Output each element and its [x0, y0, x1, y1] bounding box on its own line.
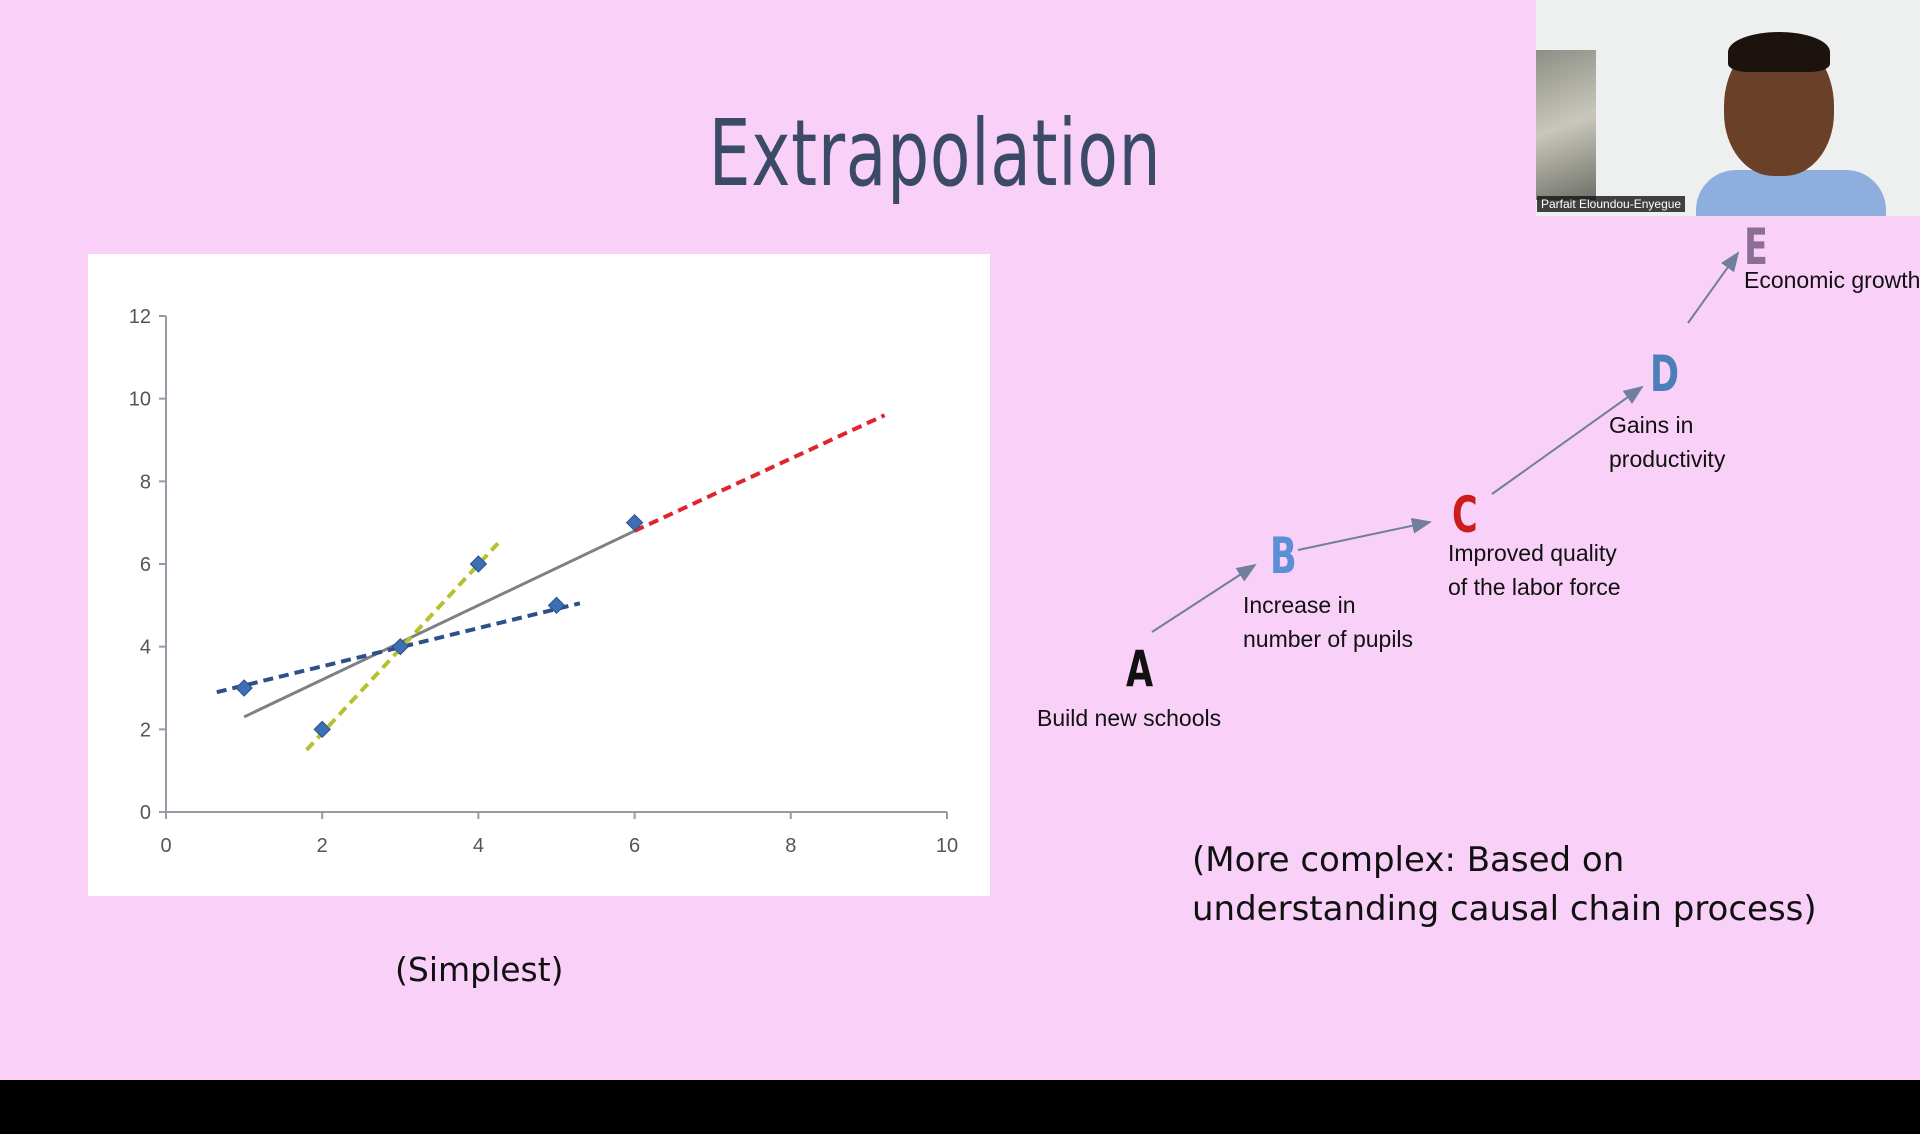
- node-c-label-line-2: of the labor force: [1448, 574, 1621, 600]
- node-e-label: Economic growth: [1744, 263, 1920, 297]
- node-c-label-line-1: Improved quality: [1448, 540, 1617, 566]
- x-tick-label: 10: [936, 835, 958, 857]
- node-d-letter: D: [1650, 345, 1680, 403]
- complex-caption-line-2: understanding causal chain process): [1192, 889, 1817, 929]
- arrow-c-to-d: [1491, 385, 1644, 495]
- y-tick-label: 8: [140, 471, 151, 493]
- trend-line-4: [633, 413, 886, 533]
- y-tick-label: 6: [140, 554, 151, 576]
- data-point-6: [625, 513, 644, 532]
- chart-svg: 0 2 4 6 8 10 12 0 2 4 6 8 10: [129, 306, 958, 857]
- slide-title: Extrapolation: [708, 100, 1162, 207]
- x-tick-label: 8: [785, 835, 796, 857]
- participant-shirt: [1696, 170, 1886, 216]
- y-tick-label: 2: [140, 719, 151, 741]
- complex-caption-line-1: (More complex: Based on: [1192, 840, 1625, 880]
- simplest-caption: (Simplest): [395, 950, 564, 989]
- y-tick-label: 0: [140, 802, 151, 824]
- node-d-label-line-1: Gains in: [1609, 412, 1694, 438]
- complex-caption: (More complex: Based on understanding ca…: [1192, 836, 1817, 934]
- trend-line-1: [243, 529, 636, 719]
- extrapolation-chart: 0 2 4 6 8 10 12 0 2 4 6 8 10: [88, 254, 990, 896]
- participant-name-tag: Parfait Eloundou-Enyegue: [1537, 196, 1686, 212]
- node-b-label-line-1: Increase in: [1243, 592, 1356, 618]
- node-a-label: Build new schools: [1037, 701, 1221, 735]
- data-point-4: [469, 555, 488, 573]
- trend-line-2: [216, 601, 581, 695]
- arrow-a-to-b: [1151, 563, 1257, 633]
- data-point-5: [547, 596, 566, 615]
- causal-chain-arrows: [1151, 251, 1740, 633]
- node-c-label: Improved quality of the labor force: [1448, 536, 1621, 604]
- node-b-label-line-2: number of pupils: [1243, 626, 1414, 652]
- participant-hair: [1728, 32, 1830, 72]
- x-tick-label: 0: [160, 835, 171, 857]
- y-tick-label: 12: [129, 306, 151, 328]
- node-a-letter: A: [1126, 640, 1154, 698]
- node-d-label-line-2: productivity: [1609, 446, 1726, 472]
- participant-video-tile[interactable]: Parfait Eloundou-Enyegue: [1536, 0, 1920, 216]
- x-tick-label: 4: [473, 835, 484, 857]
- background-shelf: [1536, 50, 1596, 200]
- data-point-2: [313, 720, 331, 739]
- node-c-letter: C: [1452, 486, 1478, 544]
- node-a-label-line-1: Build new schools: [1037, 705, 1222, 731]
- arrow-b-to-c: [1297, 517, 1432, 551]
- arrow-d-to-e: [1687, 251, 1740, 324]
- y-tick-label: 10: [129, 389, 151, 411]
- node-e-letter: E: [1744, 218, 1768, 276]
- x-tick-label: 2: [317, 835, 328, 857]
- node-b-letter: B: [1270, 527, 1297, 585]
- y-tick-label: 4: [140, 637, 151, 659]
- data-point-3: [391, 637, 410, 656]
- x-tick-label: 6: [629, 835, 640, 857]
- node-d-label: Gains in productivity: [1609, 408, 1725, 476]
- node-b-label: Increase in number of pupils: [1243, 588, 1413, 656]
- data-point-1: [235, 679, 253, 697]
- node-e-label-line-1: Economic growth: [1744, 267, 1920, 293]
